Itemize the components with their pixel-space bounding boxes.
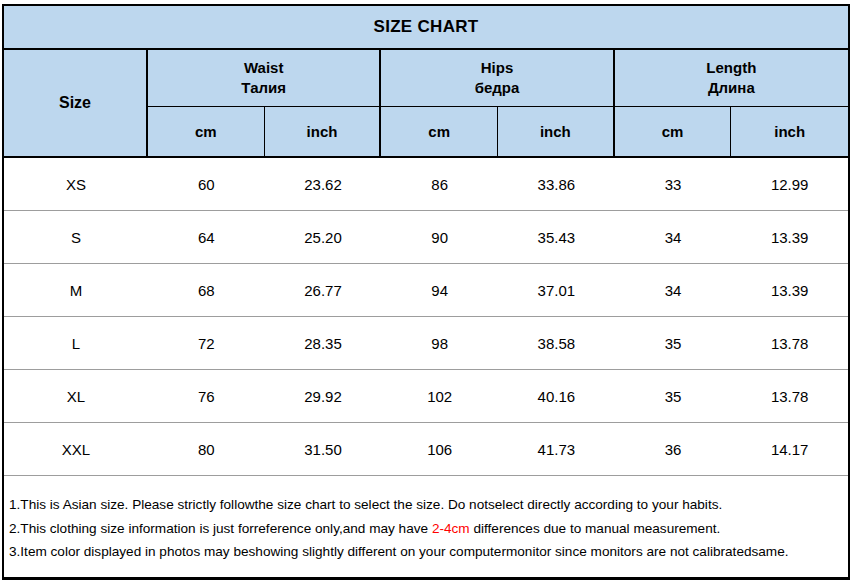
length-cm-value: 35 xyxy=(615,335,732,352)
footnote-3: 3.Item color displayed in photos may bes… xyxy=(9,540,846,564)
unit-header-length-cm: cm xyxy=(615,107,732,156)
length-cm-value: 36 xyxy=(615,441,732,458)
table-row-xs: XS 60 23.62 86 33.86 33 12.99 xyxy=(4,158,848,211)
footnote-2: 2.This clothing size information is just… xyxy=(9,517,846,541)
hips-inch-value: 33.86 xyxy=(498,176,615,193)
size-value: XL xyxy=(4,388,148,405)
waist-inch-value: 26.77 xyxy=(265,282,382,299)
length-inch-value: 13.39 xyxy=(731,282,848,299)
size-value: L xyxy=(4,335,148,352)
footnote-2-text: 2.This clothing size information is just… xyxy=(9,521,432,536)
table-row-s: S 64 25.20 90 35.43 34 13.39 xyxy=(4,211,848,264)
unit-header-waist-inch: inch xyxy=(265,107,382,156)
size-chart-panel: SIZE CHART Size Waist Талия Hips бедра L… xyxy=(2,4,850,580)
footnotes: 1.This is Asian size. Please strictly fo… xyxy=(4,476,848,577)
waist-inch-value: 29.92 xyxy=(265,388,382,405)
hips-cm-value: 98 xyxy=(381,335,498,352)
hips-label-en: Hips xyxy=(481,58,514,78)
length-inch-value: 13.78 xyxy=(731,388,848,405)
length-inch-value: 12.99 xyxy=(731,176,848,193)
length-label-en: Length xyxy=(706,58,756,78)
hips-cm-value: 90 xyxy=(381,229,498,246)
waist-cm-value: 68 xyxy=(148,282,265,299)
column-group-length: Length Длина xyxy=(615,50,848,107)
waist-cm-value: 64 xyxy=(148,229,265,246)
size-chart-title: SIZE CHART xyxy=(4,6,848,50)
hips-cm-value: 106 xyxy=(381,441,498,458)
unit-header-hips-inch: inch xyxy=(498,107,615,156)
table-header: Size Waist Талия Hips бедра Length Длина… xyxy=(4,50,848,158)
hips-inch-value: 37.01 xyxy=(498,282,615,299)
hips-cm-value: 94 xyxy=(381,282,498,299)
unit-header-length-inch: inch xyxy=(731,107,848,156)
hips-inch-value: 40.16 xyxy=(498,388,615,405)
length-cm-value: 33 xyxy=(615,176,732,193)
table-row-xxl: XXL 80 31.50 106 41.73 36 14.17 xyxy=(4,423,848,476)
waist-cm-value: 60 xyxy=(148,176,265,193)
hips-cm-value: 102 xyxy=(381,388,498,405)
length-inch-value: 13.78 xyxy=(731,335,848,352)
size-value: XXL xyxy=(4,441,148,458)
waist-label-en: Waist xyxy=(244,58,283,78)
footnote-2-highlight: 2-4cm xyxy=(432,521,470,536)
hips-cm-value: 86 xyxy=(381,176,498,193)
waist-label-ru: Талия xyxy=(241,78,286,98)
hips-inch-value: 38.58 xyxy=(498,335,615,352)
waist-cm-value: 72 xyxy=(148,335,265,352)
size-value: XS xyxy=(4,176,148,193)
hips-inch-value: 35.43 xyxy=(498,229,615,246)
length-cm-value: 34 xyxy=(615,229,732,246)
column-group-hips: Hips бедра xyxy=(381,50,614,107)
footnote-1: 1.This is Asian size. Please strictly fo… xyxy=(9,493,846,517)
unit-header-hips-cm: cm xyxy=(381,107,498,156)
waist-inch-value: 25.20 xyxy=(265,229,382,246)
table-row-xl: XL 76 29.92 102 40.16 35 13.78 xyxy=(4,370,848,423)
length-cm-value: 35 xyxy=(615,388,732,405)
waist-cm-value: 76 xyxy=(148,388,265,405)
waist-inch-value: 31.50 xyxy=(265,441,382,458)
hips-inch-value: 41.73 xyxy=(498,441,615,458)
table-row-l: L 72 28.35 98 38.58 35 13.78 xyxy=(4,317,848,370)
hips-label-ru: бедра xyxy=(475,78,520,98)
footnote-2-text-end: differences due to manual measurement. xyxy=(470,521,721,536)
unit-header-waist-cm: cm xyxy=(148,107,265,156)
waist-inch-value: 28.35 xyxy=(265,335,382,352)
length-cm-value: 34 xyxy=(615,282,732,299)
waist-cm-value: 80 xyxy=(148,441,265,458)
table-row-m: M 68 26.77 94 37.01 34 13.39 xyxy=(4,264,848,317)
length-label-ru: Длина xyxy=(708,78,755,98)
size-value: M xyxy=(4,282,148,299)
column-group-waist: Waist Талия xyxy=(148,50,381,107)
length-inch-value: 14.17 xyxy=(731,441,848,458)
column-header-size: Size xyxy=(4,50,148,156)
length-inch-value: 13.39 xyxy=(731,229,848,246)
waist-inch-value: 23.62 xyxy=(265,176,382,193)
size-value: S xyxy=(4,229,148,246)
